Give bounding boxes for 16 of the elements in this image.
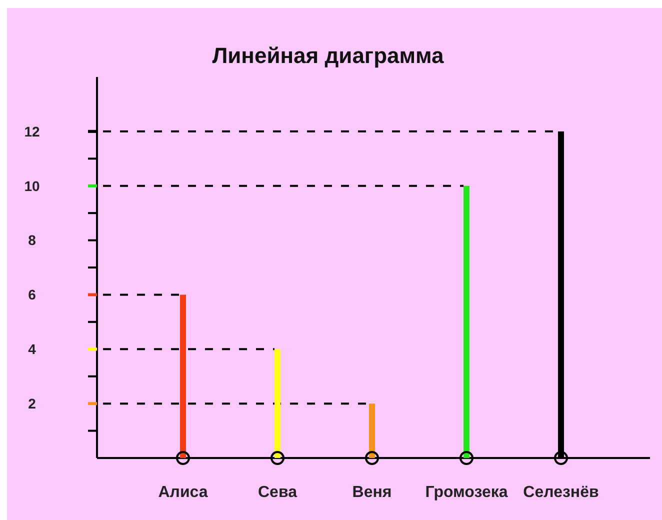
chart-title: Линейная диаграмма — [212, 43, 445, 68]
bar — [180, 294, 186, 458]
y-tick-label: 6 — [28, 286, 36, 303]
bar — [464, 186, 470, 458]
x-tick-label: Сева — [258, 484, 298, 501]
y-tick-label: 2 — [28, 395, 36, 412]
bar — [369, 404, 375, 458]
y-tick-label: 4 — [28, 341, 36, 358]
x-tick-label: Алиса — [158, 484, 208, 501]
y-tick-label: 8 — [28, 232, 36, 248]
x-tick-label: Веня — [352, 484, 392, 501]
y-tick-label: 10 — [24, 178, 40, 194]
bar — [274, 349, 280, 458]
x-tick-label: Селезнёв — [523, 484, 599, 501]
x-tick-label: Громозека — [425, 484, 508, 501]
y-tick-label: 12 — [24, 123, 40, 140]
